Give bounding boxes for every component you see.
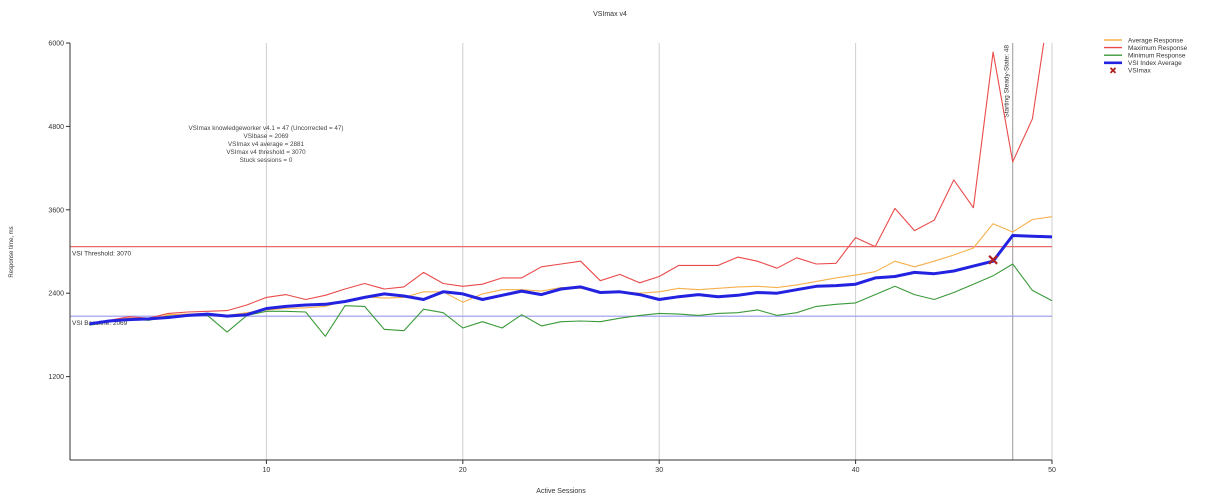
y-tick-label: 3600 <box>48 207 64 214</box>
chart-title: VSImax v4 <box>593 11 627 18</box>
threshold-label: VSI Threshold: 3070 <box>72 251 132 258</box>
annotation-line: VSImax v4 threshold = 3070 <box>226 149 306 156</box>
legend-item-label[interactable]: Minimum Response <box>1128 53 1186 60</box>
x-tick-label: 40 <box>852 467 860 474</box>
series-line-average-response <box>89 216 1052 325</box>
annotation-block: VSImax knowledgeworker v4.1 = 47 (Uncorr… <box>188 125 343 164</box>
legend-item-label[interactable]: VSImax <box>1128 68 1152 75</box>
annotation-line: VSIbase = 2069 <box>244 133 289 140</box>
y-tick-label: 2400 <box>48 291 64 298</box>
y-tick-label: 4800 <box>48 124 64 131</box>
y-tick-label: 6000 <box>48 41 64 48</box>
vsimax-marker-stroke-b <box>988 255 998 265</box>
steady-state-label: Starting Steady-State: 48 <box>1004 45 1011 118</box>
y-tick-label: 1200 <box>48 374 64 381</box>
annotation-line: Stuck sessions = 0 <box>240 157 293 164</box>
series-line-vsi-index-average <box>89 234 1052 326</box>
series-layer <box>89 43 1052 337</box>
legend-item-label[interactable]: Average Response <box>1128 37 1184 44</box>
series-line-maximum-response <box>89 43 1045 325</box>
legend-item-label[interactable]: Maximum Response <box>1128 45 1188 52</box>
axes: 10 20 30 40 50 1200 2400 3600 4800 6000 <box>48 41 1056 475</box>
legend-item-label[interactable]: VSI Index Average <box>1128 60 1182 67</box>
x-tick-label: 30 <box>655 467 663 474</box>
legend-vsimax-icon-b <box>1109 67 1117 74</box>
x-tick-label: 10 <box>263 467 271 474</box>
x-axis-label: Active Sessions <box>536 488 586 495</box>
x-tick-label: 20 <box>459 467 467 474</box>
reference-lines: Starting Steady-State: 48 VSI Threshold: … <box>70 43 1052 460</box>
y-axis-label: Response time, ms <box>9 226 15 277</box>
grid-layer <box>265 43 1053 460</box>
annotation-line: VSImax v4 average = 2881 <box>228 141 305 148</box>
x-tick-label: 50 <box>1048 467 1056 474</box>
annotation-line: VSImax knowledgeworker v4.1 = 47 (Uncorr… <box>188 125 343 132</box>
